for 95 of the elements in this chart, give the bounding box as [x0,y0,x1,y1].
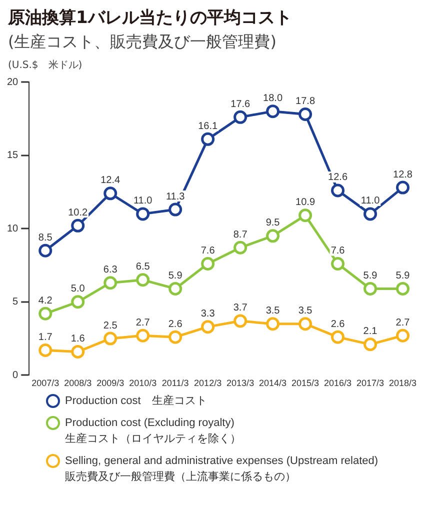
legend-label: Production cost (Excluding royalty) 生産コスト（ロイヤルティを除く） [65,416,241,447]
point [364,207,378,221]
data-label: 6.3 [103,264,118,276]
point [266,229,280,243]
data-label: 18.0 [263,93,283,104]
point [396,328,410,342]
chart-title: 原油換算1バレル当たりの平均コスト [8,7,293,29]
data-label: 2.7 [396,317,410,328]
data-label: 12.8 [393,169,413,180]
point [136,207,150,221]
data-label: 2.6 [168,318,183,330]
y-tick-label: 20 [7,76,19,88]
data-label: 11.3 [166,191,186,202]
y-tick-label: 10 [7,223,19,234]
data-label: 2.7 [136,317,150,328]
data-label: 17.6 [230,98,250,110]
y-tick-label: 0 [12,370,19,381]
point [234,240,248,254]
data-label: 12.4 [100,175,121,186]
data-label: 5.9 [396,270,410,282]
y-tick-label: 5 [12,296,19,308]
legend-label: Production cost 生産コスト [65,394,207,409]
point [104,186,118,200]
point [396,180,410,194]
data-label: 12.6 [328,172,348,184]
point [104,276,118,290]
x-tick-label: 2009/3 [96,378,124,388]
point [331,330,345,344]
point [38,344,52,358]
point [71,218,85,232]
y-axis-title: (U.S.$ 米ドル) [8,58,84,72]
point [71,344,85,358]
data-label: 10.2 [68,207,88,218]
point [201,257,215,271]
x-tick-label: 2012/3 [194,378,222,388]
point [104,332,118,346]
data-label: 3.7 [233,302,248,314]
data-label: 7.6 [330,246,346,257]
point [234,110,248,124]
data-label: 7.6 [200,246,216,257]
data-label: 8.7 [233,229,248,240]
data-label: 3.5 [266,306,280,317]
x-tick-label: 2011/3 [162,378,189,388]
point [364,338,378,352]
x-tick-label: 2018/3 [388,378,417,388]
data-label: 1.6 [70,333,86,344]
data-label: 17.8 [296,96,316,107]
point [168,330,182,344]
point [266,104,280,118]
point [201,132,215,146]
data-label: 11.0 [360,196,380,207]
chart-subtitle: (生産コスト、販売費及び一般管理費) [8,32,278,53]
point [136,328,150,342]
point [298,208,312,222]
x-tick-label: 2007/3 [32,378,60,388]
data-label: 2.1 [363,326,378,338]
data-label: 5.9 [168,270,183,282]
point [201,320,215,334]
point [331,184,345,198]
data-label: 2.5 [103,320,118,332]
x-tick-label: 2008/3 [64,378,92,388]
x-tick-label: 2013/3 [226,378,254,388]
data-label: 3.5 [298,306,313,317]
point [38,244,52,258]
y-tick-label: 15 [7,150,19,162]
point [364,282,378,296]
x-tick-label: 2016/3 [324,378,352,388]
data-label: 4.2 [38,295,53,306]
x-tick-label: 2015/3 [292,378,320,388]
point [298,108,312,121]
point [266,317,280,331]
data-label: 16.1 [198,120,218,132]
x-tick-label: 2010/3 [129,378,157,388]
point [168,202,182,216]
point [38,306,52,320]
point [331,257,345,271]
data-label: 6.5 [136,262,150,273]
x-tick-label: 2014/3 [259,378,287,388]
point [168,282,182,296]
data-label: 5.9 [363,270,378,282]
data-label: 11.0 [133,196,153,207]
point [298,317,312,331]
point [136,273,150,287]
data-label: 5.0 [70,284,86,295]
point [71,295,85,309]
legend-label: Selling, general and administrative expenses (Upstream related) 販売費及び一般管理費（上流事業に係るもの） [65,454,378,485]
data-label: 9.5 [266,218,280,229]
data-label: 8.5 [38,232,53,244]
data-label: 10.9 [296,197,316,208]
x-tick-label: 2017/3 [356,378,384,388]
data-label: 3.3 [200,308,216,320]
point [234,314,248,328]
data-label: 1.7 [38,332,53,344]
data-label: 2.6 [330,318,346,330]
point [396,282,410,296]
